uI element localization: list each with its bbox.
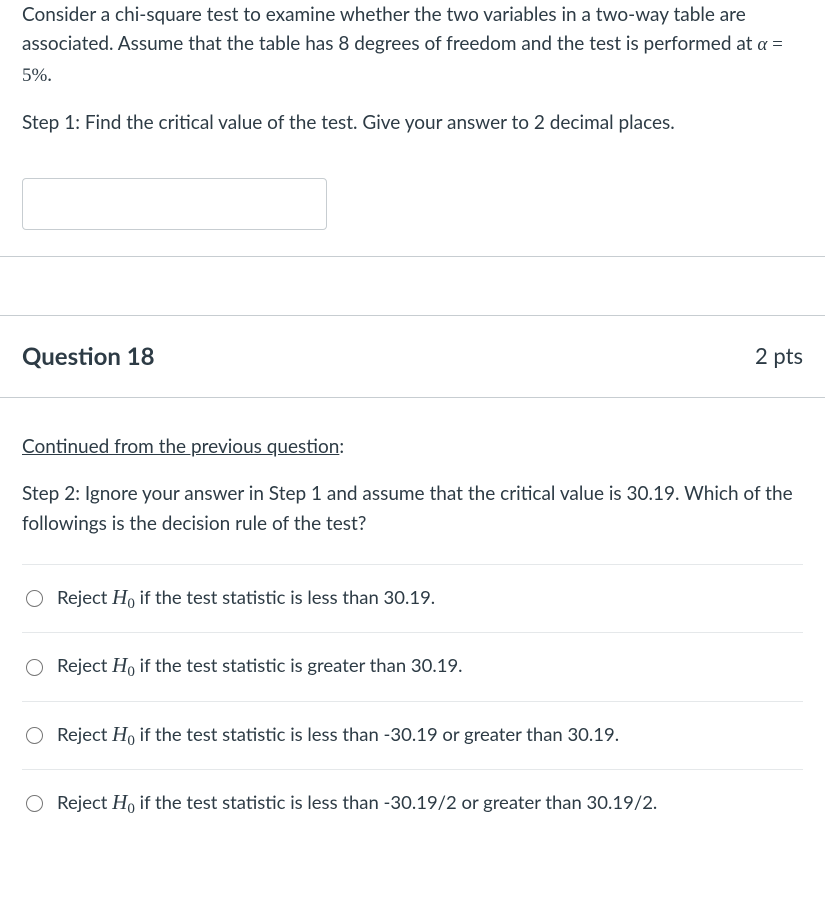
question-18-header: Question 18 2 pts	[0, 315, 825, 398]
alpha-symbol: α	[757, 34, 767, 55]
option-2-label: Reject H0 if the test statistic is great…	[57, 649, 463, 684]
period: .	[47, 63, 51, 86]
reject-word: Reject	[57, 791, 112, 813]
option-4-radio[interactable]	[26, 795, 43, 812]
step-1-text: Step 1: Find the critical value of the t…	[22, 108, 803, 137]
question-points: 2 pts	[755, 339, 803, 373]
h0-symbol: H0	[112, 790, 135, 814]
option-3[interactable]: Reject H0 if the test statistic is less …	[22, 701, 803, 769]
h0-h: H	[112, 790, 127, 814]
option-2[interactable]: Reject H0 if the test statistic is great…	[22, 632, 803, 700]
h0-sub: 0	[127, 664, 135, 680]
option-3-tail: if the test statistic is less than -30.1…	[135, 723, 619, 745]
option-1-radio[interactable]	[26, 590, 43, 607]
option-1-tail: if the test statistic is less than 30.19…	[135, 586, 435, 608]
h0-sub: 0	[127, 732, 135, 748]
continued-line: Continued from the previous question:	[22, 432, 803, 461]
question-18-body: Continued from the previous question: St…	[0, 398, 825, 837]
option-2-radio[interactable]	[26, 659, 43, 676]
step-2-text: Step 2: Ignore your answer in Step 1 and…	[22, 479, 803, 538]
option-4[interactable]: Reject H0 if the test statistic is less …	[22, 769, 803, 837]
h0-sub: 0	[127, 596, 135, 612]
option-1[interactable]: Reject H0 if the test statistic is less …	[22, 564, 803, 632]
options-group: Reject H0 if the test statistic is less …	[22, 564, 803, 837]
continued-label: Continued from the previous question	[22, 435, 339, 458]
question-17-body: Consider a chi-square test to examine wh…	[0, 0, 825, 256]
question-separator	[0, 256, 825, 257]
question-number: Question 18	[22, 338, 155, 375]
option-4-tail: if the test statistic is less than -30.1…	[135, 791, 657, 813]
continued-colon: :	[339, 435, 344, 458]
h0-h: H	[112, 722, 127, 746]
h0-sub: 0	[127, 801, 135, 817]
option-4-label: Reject H0 if the test statistic is less …	[57, 786, 657, 821]
option-3-label: Reject H0 if the test statistic is less …	[57, 718, 619, 753]
reject-word: Reject	[57, 723, 112, 745]
h0-symbol: H0	[112, 653, 135, 677]
h0-h: H	[112, 585, 127, 609]
h0-symbol: H0	[112, 722, 135, 746]
reject-word: Reject	[57, 654, 112, 676]
h0-h: H	[112, 653, 127, 677]
option-2-tail: if the test statistic is greater than 30…	[135, 654, 463, 676]
option-1-label: Reject H0 if the test statistic is less …	[57, 581, 435, 616]
reject-word: Reject	[57, 586, 112, 608]
option-3-radio[interactable]	[26, 727, 43, 744]
intro-text: Consider a chi-square test to examine wh…	[22, 3, 757, 55]
h0-symbol: H0	[112, 585, 135, 609]
critical-value-input[interactable]	[22, 178, 327, 230]
question-17-intro: Consider a chi-square test to examine wh…	[22, 0, 803, 90]
